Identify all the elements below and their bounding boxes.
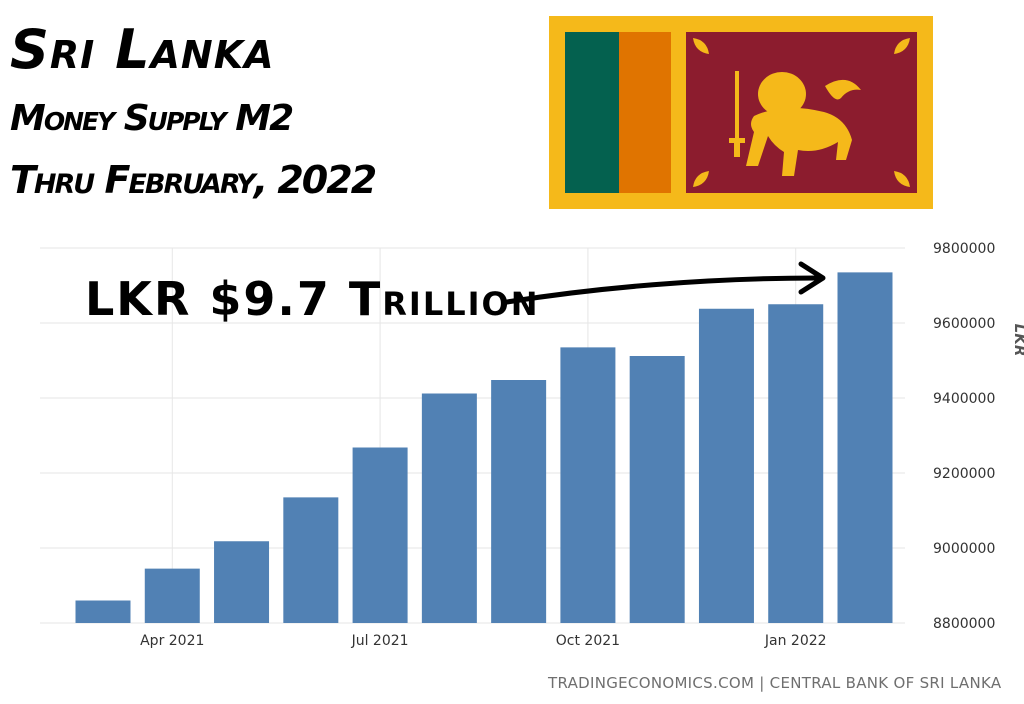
bar-dec-2021 — [698, 308, 754, 623]
y-axis: 8800000 9000000 9200000 9400000 9600000 98000… — [933, 241, 995, 632]
bar-oct-2021 — [560, 347, 616, 623]
y-tick-label: 9400000 — [933, 391, 995, 407]
source-credit: TRADINGECONOMICS.COM | CENTRAL BANK OF S… — [548, 674, 1002, 692]
bar-chart: Apr 2021 Jul 2021 Oct 2021 Jan 2022 8800000… — [40, 241, 1024, 649]
flag-leaf-tl — [693, 38, 709, 54]
sri-lanka-flag-icon — [549, 16, 933, 209]
value-annotation: LKR $9.7 Trillion — [85, 272, 540, 326]
x-axis: Apr 2021 Jul 2021 Oct 2021 Jan 2022 — [140, 633, 826, 649]
y-tick-label: 9000000 — [933, 541, 995, 557]
y-tick-label: 9800000 — [933, 241, 995, 257]
title-indicator: Money Supply M2 — [10, 98, 294, 139]
flag-leaf-tr — [894, 38, 910, 54]
bar-aug-2021 — [421, 393, 477, 623]
annotation-arrow-icon — [505, 261, 826, 305]
y-tick-label: 9600000 — [933, 316, 995, 332]
flag-green-band — [565, 32, 619, 193]
title-country: Sri Lanka — [10, 18, 275, 81]
flag-lion — [729, 71, 861, 176]
flag-orange-band — [619, 32, 671, 193]
bar-mar-2021 — [75, 600, 131, 623]
bar-sep-2021 — [491, 380, 547, 623]
y-tick-label: 8800000 — [933, 616, 995, 632]
x-tick-label: Jan 2022 — [764, 633, 827, 649]
bar-apr-2021 — [144, 568, 200, 623]
flag-leaf-bl — [693, 171, 709, 187]
y-axis-label: LKR — [1011, 324, 1024, 357]
bar-nov-2021 — [629, 356, 685, 623]
bar-jul-2021 — [352, 447, 408, 623]
bar-jan-2022 — [768, 304, 824, 623]
title-period: Thru February, 2022 — [10, 158, 377, 202]
x-tick-label: Apr 2021 — [140, 633, 204, 649]
x-tick-label: Jul 2021 — [351, 633, 409, 649]
bars-layer — [75, 272, 893, 623]
bar-feb-2022 — [837, 272, 893, 623]
x-tick-label: Oct 2021 — [556, 633, 620, 649]
bar-may-2021 — [214, 541, 270, 623]
flag-leaf-br — [894, 171, 910, 187]
bar-jun-2021 — [283, 497, 339, 623]
y-tick-label: 9200000 — [933, 466, 995, 482]
